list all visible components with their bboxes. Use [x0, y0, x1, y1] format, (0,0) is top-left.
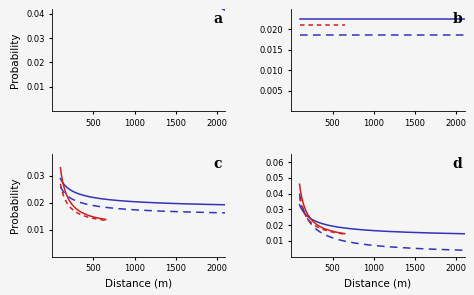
Y-axis label: Probability: Probability: [10, 32, 20, 88]
Text: a: a: [213, 12, 222, 26]
Text: b: b: [452, 12, 462, 26]
Text: d: d: [452, 157, 462, 171]
Y-axis label: Probability: Probability: [10, 178, 20, 233]
X-axis label: Distance (m): Distance (m): [344, 279, 411, 289]
X-axis label: Distance (m): Distance (m): [105, 279, 173, 289]
Text: c: c: [213, 157, 222, 171]
